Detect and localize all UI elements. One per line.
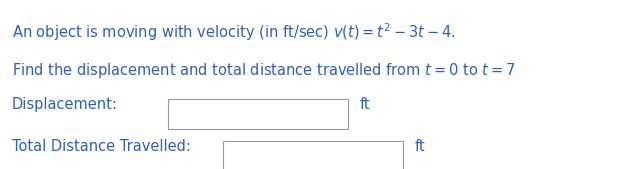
Text: Find the displacement and total distance travelled from $t = 0$ to $t = 7$: Find the displacement and total distance… bbox=[12, 61, 516, 80]
FancyBboxPatch shape bbox=[223, 141, 403, 169]
Text: Displacement:: Displacement: bbox=[12, 97, 118, 112]
Text: An object is moving with velocity (in ft/sec) $v(t) = t^2 - 3t - 4.$: An object is moving with velocity (in ft… bbox=[12, 21, 456, 43]
Text: ft: ft bbox=[415, 139, 425, 154]
Text: Total Distance Travelled:: Total Distance Travelled: bbox=[12, 139, 191, 154]
FancyBboxPatch shape bbox=[168, 99, 348, 129]
Text: ft: ft bbox=[360, 97, 371, 112]
